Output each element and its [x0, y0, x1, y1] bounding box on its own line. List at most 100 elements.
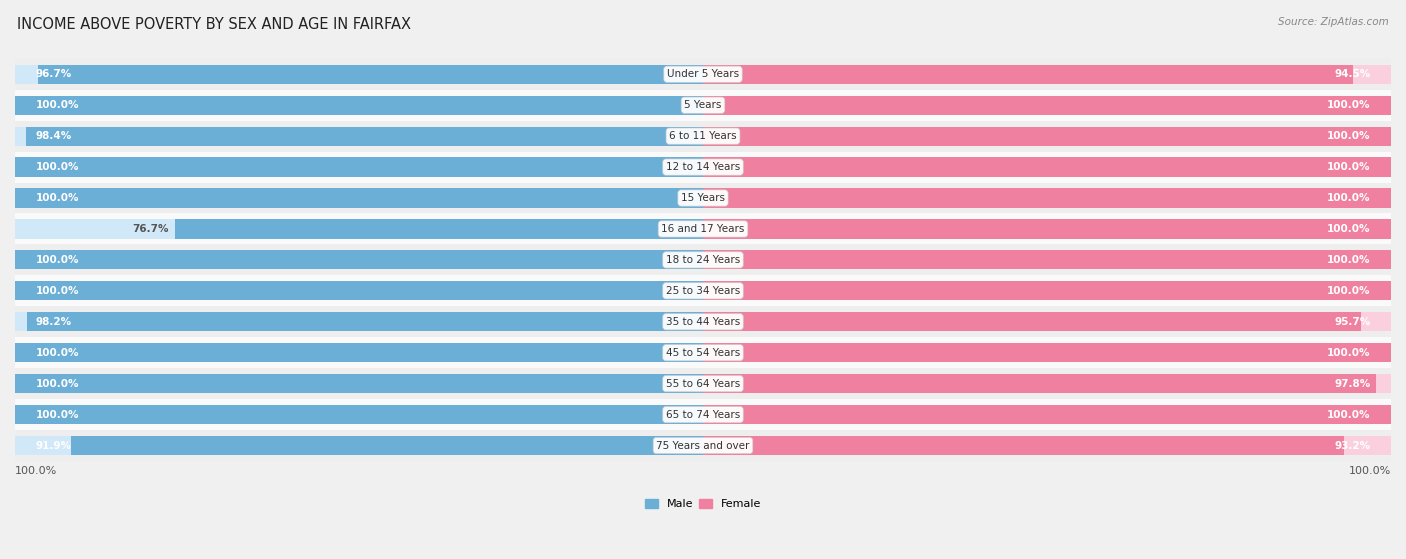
Text: 98.4%: 98.4%	[35, 131, 72, 141]
Bar	[703, 405, 1391, 424]
Bar	[703, 96, 1391, 115]
Text: 100.0%: 100.0%	[1327, 131, 1371, 141]
Bar	[703, 374, 1376, 393]
Text: 65 to 74 Years: 65 to 74 Years	[666, 410, 740, 420]
Bar	[15, 430, 1391, 461]
Text: 98.2%: 98.2%	[35, 317, 72, 327]
Bar	[703, 436, 1391, 455]
Bar	[703, 250, 1391, 269]
Bar	[703, 312, 1361, 331]
Bar	[15, 219, 703, 239]
Text: 100.0%: 100.0%	[35, 100, 79, 110]
Bar	[703, 158, 1391, 177]
Bar	[15, 405, 703, 424]
Text: 100.0%: 100.0%	[1327, 162, 1371, 172]
Text: 100.0%: 100.0%	[35, 255, 79, 265]
Text: 6 to 11 Years: 6 to 11 Years	[669, 131, 737, 141]
Bar	[703, 250, 1391, 269]
Bar	[15, 65, 703, 84]
Text: 16 and 17 Years: 16 and 17 Years	[661, 224, 745, 234]
Bar	[703, 436, 1344, 455]
Bar	[15, 436, 703, 455]
Text: 100.0%: 100.0%	[35, 348, 79, 358]
Bar	[15, 343, 703, 362]
Text: 100.0%: 100.0%	[35, 378, 79, 389]
Bar	[15, 151, 1391, 183]
Text: 12 to 14 Years: 12 to 14 Years	[666, 162, 740, 172]
Bar	[703, 65, 1353, 84]
Bar	[15, 89, 1391, 121]
Text: Source: ZipAtlas.com: Source: ZipAtlas.com	[1278, 17, 1389, 27]
Text: 91.9%: 91.9%	[35, 440, 72, 451]
Text: 35 to 44 Years: 35 to 44 Years	[666, 317, 740, 327]
Bar	[15, 405, 703, 424]
Bar	[70, 436, 703, 455]
Text: INCOME ABOVE POVERTY BY SEX AND AGE IN FAIRFAX: INCOME ABOVE POVERTY BY SEX AND AGE IN F…	[17, 17, 411, 32]
Bar	[703, 219, 1391, 239]
Bar	[703, 65, 1391, 84]
Bar	[703, 188, 1391, 207]
Text: 94.5%: 94.5%	[1334, 69, 1371, 79]
Bar	[703, 219, 1391, 239]
Bar	[703, 374, 1391, 393]
Legend: Male, Female: Male, Female	[640, 494, 766, 514]
Bar	[15, 158, 703, 177]
Bar	[15, 343, 703, 362]
Text: 25 to 34 Years: 25 to 34 Years	[666, 286, 740, 296]
Bar	[15, 126, 703, 146]
Text: 100.0%: 100.0%	[15, 466, 58, 476]
Text: 95.7%: 95.7%	[1334, 317, 1371, 327]
Bar	[15, 244, 1391, 276]
Bar	[703, 281, 1391, 300]
Text: 100.0%: 100.0%	[35, 286, 79, 296]
Text: 100.0%: 100.0%	[1327, 255, 1371, 265]
Text: 97.8%: 97.8%	[1334, 378, 1371, 389]
Bar	[703, 405, 1391, 424]
Text: 100.0%: 100.0%	[35, 162, 79, 172]
Text: 100.0%: 100.0%	[1327, 100, 1371, 110]
Text: 100.0%: 100.0%	[35, 193, 79, 203]
Bar	[15, 337, 1391, 368]
Text: 18 to 24 Years: 18 to 24 Years	[666, 255, 740, 265]
Text: 45 to 54 Years: 45 to 54 Years	[666, 348, 740, 358]
Bar	[703, 343, 1391, 362]
Text: 100.0%: 100.0%	[1327, 348, 1371, 358]
Bar	[15, 250, 703, 269]
Text: 100.0%: 100.0%	[1327, 193, 1371, 203]
Bar	[176, 219, 703, 239]
Bar	[15, 96, 703, 115]
Bar	[15, 374, 703, 393]
Bar	[703, 281, 1391, 300]
Bar	[15, 59, 1391, 89]
Bar	[15, 368, 1391, 399]
Text: 76.7%: 76.7%	[132, 224, 169, 234]
Bar	[15, 250, 703, 269]
Bar	[15, 158, 703, 177]
Bar	[15, 183, 1391, 214]
Text: 96.7%: 96.7%	[35, 69, 72, 79]
Text: 100.0%: 100.0%	[1327, 286, 1371, 296]
Text: 93.2%: 93.2%	[1334, 440, 1371, 451]
Bar	[703, 343, 1391, 362]
Bar	[15, 281, 703, 300]
Text: 100.0%: 100.0%	[1327, 410, 1371, 420]
Bar	[703, 126, 1391, 146]
Text: 100.0%: 100.0%	[1327, 224, 1371, 234]
Text: 75 Years and over: 75 Years and over	[657, 440, 749, 451]
Text: 55 to 64 Years: 55 to 64 Years	[666, 378, 740, 389]
Bar	[15, 214, 1391, 244]
Text: 100.0%: 100.0%	[1348, 466, 1391, 476]
Bar	[27, 312, 703, 331]
Text: 15 Years: 15 Years	[681, 193, 725, 203]
Text: Under 5 Years: Under 5 Years	[666, 69, 740, 79]
Bar	[703, 126, 1391, 146]
Bar	[15, 121, 1391, 151]
Bar	[15, 188, 703, 207]
Bar	[15, 281, 703, 300]
Bar	[15, 306, 1391, 337]
Bar	[703, 188, 1391, 207]
Text: 100.0%: 100.0%	[35, 410, 79, 420]
Bar	[15, 374, 703, 393]
Bar	[38, 65, 703, 84]
Bar	[15, 188, 703, 207]
